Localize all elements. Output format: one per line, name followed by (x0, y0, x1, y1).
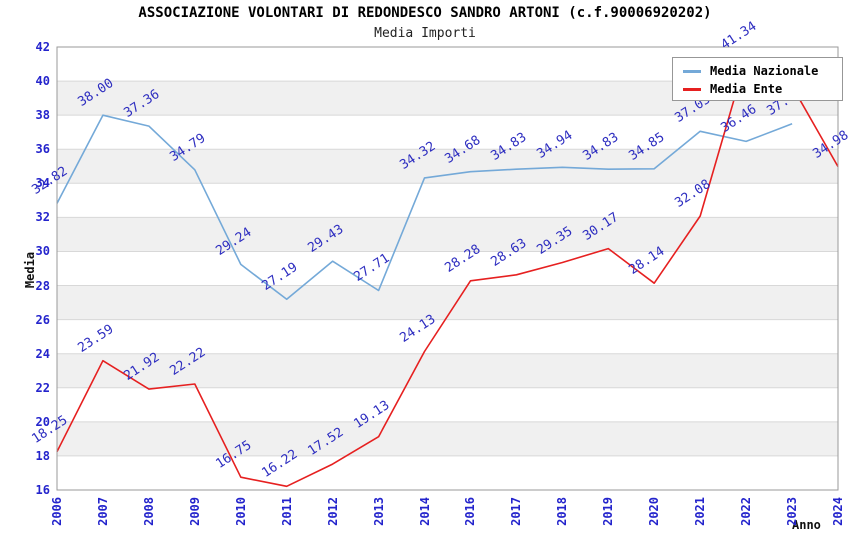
y-tick-label: 20 (35, 414, 50, 429)
x-tick-label: 2021 (693, 497, 708, 526)
x-tick-label: 2008 (141, 497, 156, 526)
y-tick-label: 34 (35, 176, 50, 191)
plot-band (57, 149, 838, 184)
plot-band (57, 217, 838, 252)
y-tick-label: 18 (35, 448, 50, 463)
y-tick-label: 32 (35, 210, 50, 225)
plot-background (57, 47, 838, 490)
x-tick-label: 2010 (233, 497, 248, 526)
y-tick-label: 24 (35, 346, 50, 361)
x-tick-label: 2019 (601, 497, 616, 526)
y-tick-label: 38 (35, 108, 50, 123)
x-tick-label: 2013 (371, 497, 386, 526)
x-tick-label: 2020 (647, 497, 662, 526)
line-swatch-blue-icon (683, 69, 701, 73)
y-tick-label: 42 (35, 40, 50, 54)
y-tick-label: 26 (35, 312, 50, 327)
x-tick-label: 2007 (95, 497, 110, 526)
y-tick-label: 22 (35, 380, 50, 395)
page-title: ASSOCIAZIONE VOLONTARI DI REDONDESCO SAN… (138, 5, 712, 21)
x-tick-label: 2006 (50, 497, 64, 526)
x-tick-label: 2018 (555, 497, 570, 526)
plot-border (56, 46, 839, 491)
x-tick-label: 2024 (831, 497, 845, 526)
x-tick-label: 2022 (739, 497, 754, 526)
legend-item-media-nazionale: Media Nazionale (683, 62, 842, 80)
x-tick-label: 2012 (325, 497, 340, 526)
y-tick-label: 16 (35, 483, 50, 497)
legend-item-media-ente: Media Ente (683, 80, 842, 98)
series-line-media-ente (56, 57, 839, 488)
y-tick-label: 30 (35, 244, 50, 259)
x-tick-label: 2009 (187, 497, 202, 526)
x-tick-label: 2014 (417, 497, 432, 526)
line-swatch-red-icon (683, 87, 701, 91)
x-tick-label: 2017 (509, 497, 524, 526)
series-line-media-nazionale (56, 114, 793, 301)
plot-band (57, 421, 838, 456)
y-tick-label: 36 (35, 142, 50, 157)
y-tick-label: 40 (35, 74, 50, 89)
page-subtitle: Media Importi (374, 26, 476, 41)
legend-box: Media Nazionale Media Ente (672, 57, 843, 101)
y-tick-label: 28 (35, 278, 50, 293)
legend-label: Media Ente (710, 82, 783, 96)
legend-label: Media Nazionale (710, 64, 819, 78)
plot-band (57, 353, 838, 388)
x-tick-label: 2023 (785, 497, 800, 526)
x-tick-label: 2016 (463, 497, 478, 526)
x-axis-title: Anno (792, 518, 821, 532)
x-tick-label: 2011 (279, 497, 294, 526)
plot-band (57, 285, 838, 320)
